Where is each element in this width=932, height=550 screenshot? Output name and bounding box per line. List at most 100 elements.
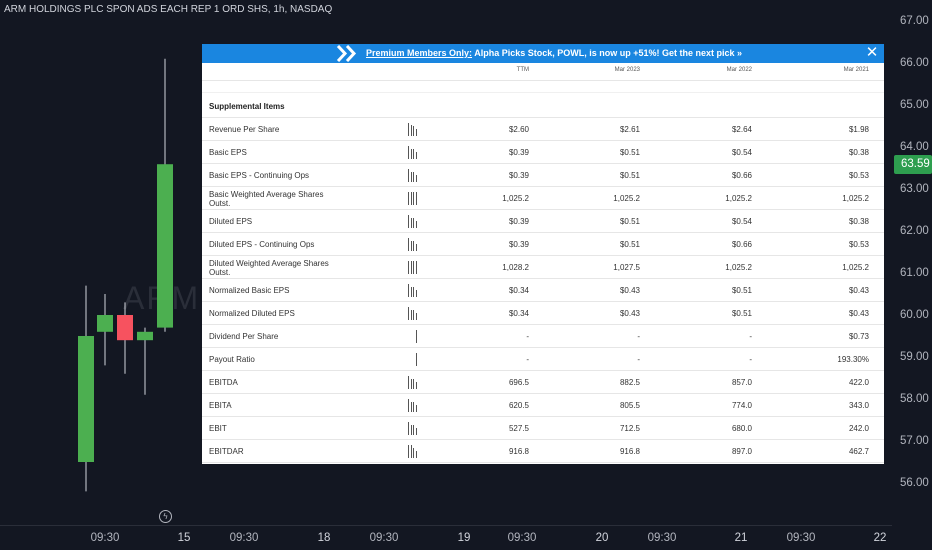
close-icon[interactable]: ✕ [865,44,879,61]
cell-value: $2.64 [731,125,752,134]
bar-chart-icon[interactable] [408,353,418,366]
candle [137,327,153,395]
time-tick: 09:30 [229,532,259,544]
candle-body [78,336,94,462]
cell-value: 422.0 [848,378,869,387]
cell-value: $0.54 [731,148,752,157]
price-tick: 61.00 [900,267,929,279]
cell-value: 882.5 [619,378,640,387]
cell-value: $0.51 [619,240,640,249]
cell-value: $0.51 [619,171,640,180]
table-spacer [202,81,884,93]
bar-chart-icon[interactable] [408,307,418,320]
bar-chart-icon[interactable] [408,169,418,182]
table-row: EBITDA 696.5 882.5 857.0 422.0 [202,371,884,394]
cell-value: 774.0 [731,401,752,410]
time-axis[interactable]: 09:30 15 09:30 18 09:30 19 09:30 20 09:30 21 09:30… [0,525,892,550]
price-tick: 66.00 [900,57,929,69]
cell-value: $0.54 [731,217,752,226]
cell-value: $0.34 [508,309,529,318]
price-tick: 58.00 [900,393,929,405]
cell-value: 1,025.2 [725,263,752,272]
bar-chart-icon[interactable] [408,123,418,136]
cell-value: $0.38 [848,217,869,226]
time-tick: 09:30 [369,532,399,544]
cell-value: 1,025.2 [725,194,752,203]
candle [78,285,94,492]
cell-value: 1,025.2 [502,194,529,203]
table-row: Diluted EPS - Continuing Ops $0.39 $0.51 $0… [202,233,884,256]
bar-chart-icon[interactable] [408,330,418,343]
table-row: Revenue Per Share $2.60 $2.61 $2.64 $1.98 [202,118,884,141]
cell-value: 242.0 [848,424,869,433]
cell-value: 897.0 [731,447,752,456]
time-tick: 09:30 [786,532,816,544]
current-price-label: 63.59 [894,155,932,174]
candle-body [137,331,153,341]
premium-banner[interactable]: Premium Members Only: Alpha Picks Stock,… [202,44,884,63]
row-label: Diluted EPS - Continuing Ops [209,240,315,249]
banner-prefix: Premium Members Only: [366,48,473,58]
cell-value: 1,025.2 [842,263,869,272]
banner-message: Alpha Picks Stock, POWL, is now up +51%!… [472,48,743,58]
cell-value: $0.51 [619,217,640,226]
bar-chart-icon[interactable] [408,422,418,435]
cell-value: $0.39 [508,240,529,249]
row-label: EBIT [209,424,227,433]
cell-value: $0.51 [731,286,752,295]
cell-value: $0.43 [848,286,869,295]
cell-value: $0.43 [619,286,640,295]
cell-value: $0.39 [508,171,529,180]
price-axis[interactable]: 67.00 66.00 65.00 64.00 63.00 62.00 61.00 60.00… [892,0,932,525]
row-label: Basic EPS - Continuing Ops [209,171,310,180]
column-header-mar-2022: Mar 2022 [726,67,752,73]
cell-value: - [526,355,529,364]
bar-chart-icon[interactable] [408,146,418,159]
cell-value: 696.5 [508,378,529,387]
price-tick: 59.00 [900,351,929,363]
time-tick: 09:30 [507,532,537,544]
table-row: Basic EPS $0.39 $0.51 $0.54 $0.38 [202,141,884,164]
time-tick: 09:30 [90,532,120,544]
lightning-icon[interactable]: ϟ [159,510,172,523]
table-row: Normalized Basic EPS $0.34 $0.43 $0.51 $0.43 [202,279,884,302]
bar-chart-icon[interactable] [408,238,418,251]
cell-value: $0.73 [848,332,869,341]
column-header-ttm: TTM [516,67,529,73]
candle [97,294,113,366]
cell-value: - [637,355,640,364]
cell-value: 1,028.2 [502,263,529,272]
table-row: Diluted EPS $0.39 $0.51 $0.54 $0.38 [202,210,884,233]
chevron-right-icon [336,45,357,62]
table-row: Basic Weighted Average Shares Outst. 1,02… [202,187,884,210]
bar-chart-icon[interactable] [408,261,418,274]
bar-chart-icon[interactable] [408,399,418,412]
candle-body [97,315,113,332]
cell-value: 680.0 [731,424,752,433]
financials-table: TTM Mar 2023 Mar 2022 Mar 2021 Supplemen… [202,63,884,463]
cell-value: $0.34 [508,286,529,295]
table-row: Payout Ratio - - - 193.30% [202,348,884,371]
symbol-title: ARM HOLDINGS PLC SPON ADS EACH REP 1 ORD… [4,4,333,15]
cell-value: $0.51 [731,309,752,318]
cell-value: 916.8 [508,447,529,456]
cell-value: 712.5 [619,424,640,433]
cell-value: $2.61 [619,125,640,134]
row-label: Basic EPS [209,148,247,157]
bar-chart-icon[interactable] [408,192,418,205]
table-row: EBITDAR 916.8 916.8 897.0 462.7 [202,440,884,463]
row-label: EBITA [209,401,232,410]
cell-value: 193.30% [837,355,869,364]
table-row: Dividend Per Share - - - $0.73 [202,325,884,348]
bar-chart-icon[interactable] [408,284,418,297]
cell-value: $0.53 [848,171,869,180]
price-tick: 63.00 [900,183,929,195]
cell-value: $0.66 [731,240,752,249]
banner-link[interactable]: Premium Members Only: Alpha Picks Stock,… [366,44,742,63]
bar-chart-icon[interactable] [408,376,418,389]
bar-chart-icon[interactable] [408,445,418,458]
cell-value: $0.39 [508,148,529,157]
row-label: Revenue Per Share [209,125,280,134]
bar-chart-icon[interactable] [408,215,418,228]
